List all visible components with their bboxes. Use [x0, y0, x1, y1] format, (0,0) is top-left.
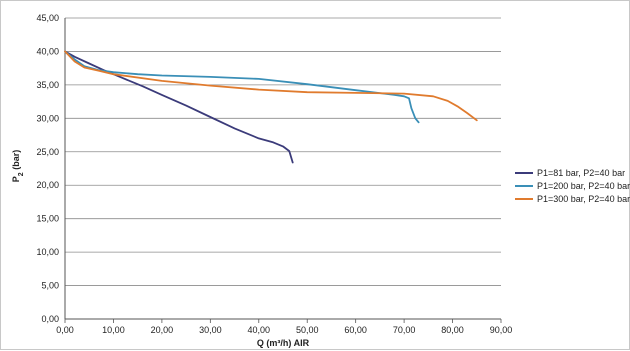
y-tick-label: 45,00 [36, 13, 59, 23]
x-tick-label: 70,00 [393, 325, 416, 335]
series-line-2 [64, 50, 420, 124]
y-tick-label: 20,00 [36, 180, 59, 190]
x-tick-label: 30,00 [199, 325, 222, 335]
y-tick-label: 5,00 [41, 281, 59, 291]
x-tick-label: 50,00 [296, 325, 319, 335]
x-axis-title: Q (m³/h) AIR [257, 338, 310, 348]
y-axis-title-main: P [11, 176, 21, 182]
x-tick-label: 0,00 [56, 325, 74, 335]
series-line-3 [64, 50, 478, 122]
series-lines [64, 50, 478, 164]
grid [65, 17, 501, 286]
y-tick-label: 10,00 [36, 247, 59, 257]
x-tick-label: 20,00 [151, 325, 174, 335]
y-axis-title-unit: (bar) [11, 150, 21, 173]
legend-label-3: P1=300 bar, P2=40 bar [537, 194, 630, 204]
y-tick-label: 25,00 [36, 147, 59, 157]
axes: 0,00 5,00 10,00 15,00 20,00 25,00 30,00 35,00 40… [36, 13, 512, 335]
y-tick-label: 35,00 [36, 80, 59, 90]
x-tick-label: 10,00 [102, 325, 125, 335]
y-axis-title-sub: 2 [18, 172, 25, 176]
x-tick-label: 60,00 [344, 325, 367, 335]
y-axis-title: P2 (bar) [11, 150, 25, 182]
x-tick-label: 40,00 [248, 325, 271, 335]
x-tick-label: 80,00 [441, 325, 464, 335]
y-tick-label: 0,00 [41, 314, 59, 324]
legend-label-2: P1=200 bar, P2=40 bar [537, 181, 630, 191]
y-tick-label: 30,00 [36, 113, 59, 123]
y-tick-label: 15,00 [36, 214, 59, 224]
x-tick-label: 90,00 [490, 325, 513, 335]
legend-label-1: P1=81 bar, P2=40 bar [537, 168, 625, 178]
series-line-1 [64, 50, 294, 164]
legend: P1=81 bar, P2=40 bar P1=200 bar, P2=40 ba… [515, 168, 630, 204]
y-tick-label: 40,00 [36, 46, 59, 56]
